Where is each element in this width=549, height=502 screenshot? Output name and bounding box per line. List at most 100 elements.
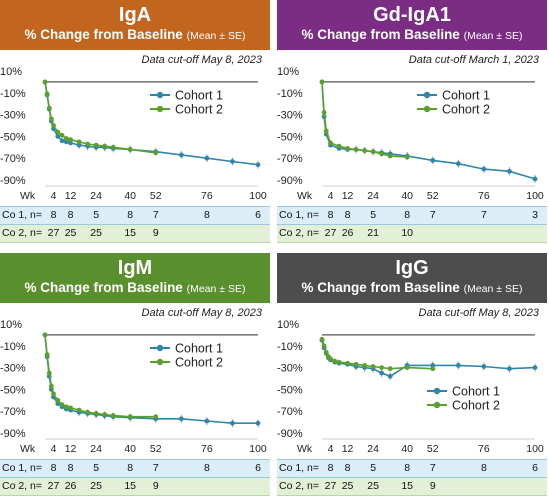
cohort2-count-row: Co 2, n= 27 25 25 15 9 — [0, 225, 270, 243]
data-point-cohort2 — [68, 137, 73, 143]
data-point-cohort2 — [362, 148, 367, 153]
cohort1-count: 8 — [344, 209, 351, 221]
series-line-cohort2 — [321, 81, 408, 158]
y-tick-label: -70% — [277, 406, 303, 418]
y-tick-label: -90% — [0, 428, 26, 440]
iga-panel: IgA % Change from Baseline (Mean ± SE) 1… — [0, 0, 270, 247]
cohort2-count: 25 — [341, 480, 354, 492]
cohort2-count: 27 — [324, 227, 337, 239]
data-point-cohort2 — [85, 409, 90, 415]
data-point-cohort2 — [362, 363, 367, 368]
data-point-cohort2 — [336, 143, 342, 149]
data-point-cohort1 — [379, 370, 385, 376]
panel-title: IgG — [395, 257, 429, 279]
cohort1-count: 7 — [429, 462, 436, 474]
panel-title: IgA — [118, 4, 152, 26]
data-point-cohort2 — [63, 136, 69, 141]
legend-label: Cohort 2 — [442, 103, 490, 117]
data-point-cohort2 — [51, 123, 56, 128]
panel-header: IgG % Change from Baseline (Mean ± SE) — [277, 253, 547, 303]
data-point-cohort2 — [93, 410, 99, 416]
data-point-cohort2 — [46, 370, 52, 376]
x-tick-label: 52 — [150, 443, 162, 455]
cohort1-count-row: Co 1, n= 8 8 5 8 7 8 6 — [0, 206, 270, 225]
x-tick-label: 76 — [201, 443, 213, 455]
y-tick-label: -30% — [0, 110, 26, 122]
gd-iga1-panel: Gd-IgA1 % Change from Baseline (Mean ± S… — [277, 0, 547, 247]
cohort1-count: 8 — [480, 462, 487, 474]
cohort2-count-label: Co 2, n= — [2, 480, 42, 492]
cohort1-count: 7 — [152, 209, 159, 221]
cohort1-count: 8 — [50, 462, 57, 474]
y-tick-label: -10% — [0, 88, 26, 100]
iga-chart: 10% -10% -30% -50% -70% -90% Data cut-off May … — [0, 54, 267, 202]
data-cutoff-note: Data cut-off May 8, 2023 — [142, 307, 263, 319]
cohort2-count: 21 — [367, 227, 379, 239]
cohort1-count: 8 — [127, 209, 134, 221]
data-point-cohort2 — [353, 147, 359, 152]
data-point-cohort1 — [455, 161, 461, 167]
data-point-cohort2 — [321, 110, 327, 115]
data-point-cohort1 — [178, 152, 184, 158]
x-tick-label: 24 — [367, 443, 379, 455]
y-tick-label: -90% — [0, 175, 26, 187]
panel-title: Gd-IgA1 — [373, 4, 451, 26]
data-point-cohort2 — [328, 356, 333, 362]
data-point-cohort1 — [481, 364, 487, 369]
cohort1-count: 3 — [532, 209, 538, 221]
cohort1-count: 8 — [327, 462, 334, 474]
panel-subtitle-note: (Mean ± SE) — [463, 283, 523, 295]
data-point-cohort2 — [387, 366, 393, 372]
data-point-cohort2 — [76, 407, 82, 413]
igg-panel: IgG % Change from Baseline (Mean ± SE) 1… — [277, 253, 547, 500]
cohort1-count: 5 — [93, 209, 100, 221]
data-point-cohort2 — [76, 139, 82, 145]
cohort1-count: 5 — [370, 209, 377, 221]
x-tick-label: 52 — [427, 190, 439, 202]
data-point-cohort2 — [379, 365, 385, 370]
x-tick-label: 24 — [90, 190, 102, 202]
cohort2-count: 15 — [401, 480, 414, 492]
legend-label: Cohort 2 — [175, 103, 223, 117]
data-point-cohort2 — [370, 364, 376, 369]
cohort1-count: 6 — [255, 209, 261, 221]
cohort1-count: 8 — [67, 462, 74, 474]
legend-label: Cohort 1 — [442, 89, 490, 103]
y-tick-label: -10% — [277, 88, 303, 100]
legend-label: Cohort 1 — [175, 89, 223, 103]
cohort2-count: 27 — [47, 480, 60, 492]
y-tick-label: -70% — [0, 406, 26, 418]
data-point-cohort1 — [532, 365, 538, 370]
data-point-cohort2 — [323, 349, 329, 355]
data-point-cohort1 — [387, 373, 393, 379]
y-tick-label: -50% — [0, 131, 26, 143]
panel-subtitle-note: (Mean ± SE) — [463, 30, 523, 42]
x-tick-label: 52 — [427, 443, 439, 455]
cohort2-count: 25 — [367, 480, 379, 492]
data-point-cohort2 — [55, 129, 61, 135]
y-tick-label: -50% — [277, 384, 303, 396]
cohort2-count: 15 — [124, 480, 137, 492]
x-tick-label: 100 — [249, 443, 267, 455]
panel-header: IgM % Change from Baseline (Mean ± SE) — [0, 253, 270, 303]
x-tick-label: 12 — [342, 190, 354, 202]
panel-subtitle-note: (Mean ± SE) — [186, 283, 246, 295]
cohort1-count: 8 — [203, 209, 210, 221]
cohort1-count-label: Co 1, n= — [279, 209, 319, 221]
cohort1-count: 8 — [404, 209, 411, 221]
cohort1-count-label: Co 1, n= — [2, 462, 42, 474]
data-point-cohort2 — [59, 402, 65, 408]
data-point-cohort1 — [430, 157, 436, 163]
cohort1-count: 8 — [67, 209, 74, 221]
data-point-cohort2 — [110, 413, 116, 418]
x-axis-label: Wk — [297, 190, 313, 202]
cohort1-count: 8 — [344, 462, 351, 474]
cohort2-count: 27 — [47, 227, 60, 239]
y-tick-label: -10% — [277, 341, 303, 353]
panel-subtitle: % Change from Baseline — [301, 280, 460, 295]
x-tick-label: 12 — [65, 443, 77, 455]
y-tick-label: -50% — [277, 131, 303, 143]
data-point-cohort2 — [46, 105, 52, 111]
data-point-cohort1 — [59, 138, 65, 144]
legend-label: Cohort 2 — [452, 399, 500, 413]
